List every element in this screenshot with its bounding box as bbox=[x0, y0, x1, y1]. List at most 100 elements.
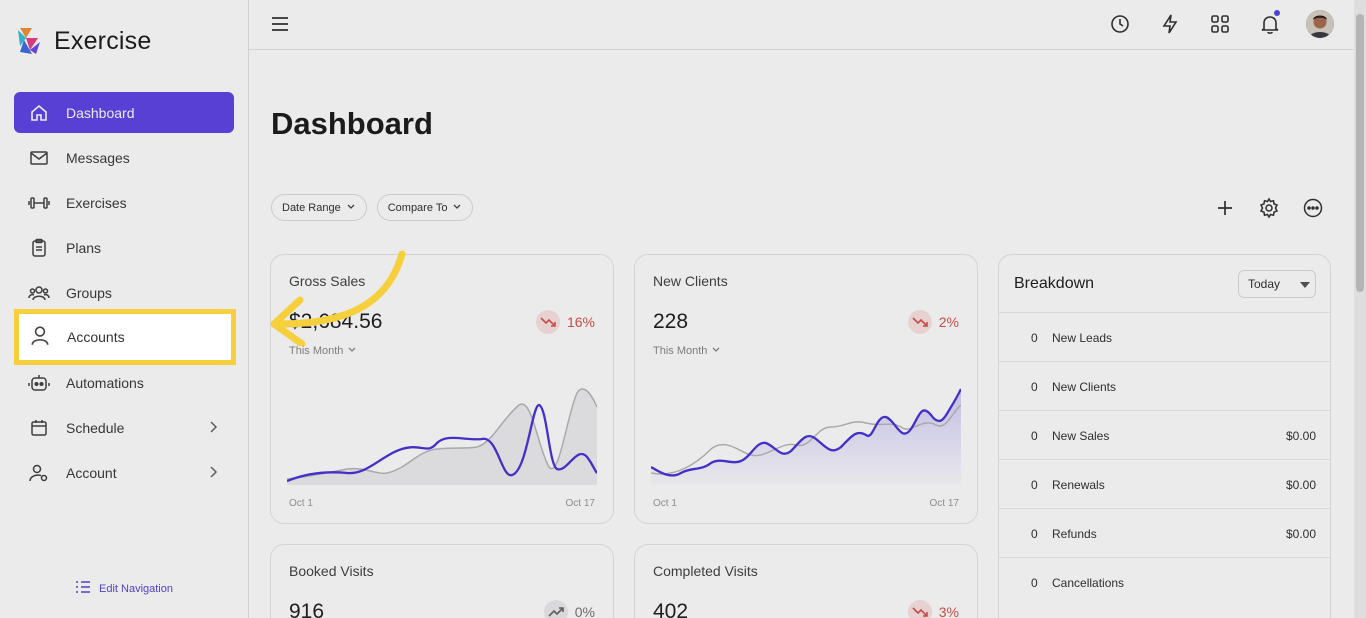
sidebar-item-account[interactable]: Account bbox=[14, 452, 234, 493]
sidebar-item-label: Automations bbox=[66, 374, 144, 391]
sidebar-item-messages[interactable]: Messages bbox=[14, 137, 234, 178]
completed-visits-card[interactable]: Completed Visits 402 3% bbox=[634, 544, 978, 618]
chevron-down-icon bbox=[711, 345, 721, 357]
chevron-down-icon bbox=[452, 202, 462, 214]
row-count: 0 bbox=[1031, 429, 1038, 443]
sidebar-item-groups[interactable]: Groups bbox=[14, 272, 234, 313]
row-label: New Sales bbox=[1052, 429, 1110, 443]
page-title: Dashboard bbox=[271, 106, 433, 141]
period-dropdown[interactable]: This Month bbox=[653, 345, 721, 357]
card-title: Gross Sales bbox=[289, 273, 366, 289]
topbar bbox=[249, 0, 1354, 50]
current-line bbox=[287, 403, 597, 483]
plus-icon[interactable] bbox=[1212, 195, 1238, 221]
breakdown-row[interactable]: 0 Refunds $0.00 bbox=[999, 508, 1330, 557]
more-icon[interactable] bbox=[1300, 195, 1326, 221]
menu-icon[interactable] bbox=[271, 14, 289, 39]
filter-bar: Date Range Compare To bbox=[271, 194, 474, 221]
exercise-logo-icon bbox=[18, 28, 40, 54]
x-axis-start: Oct 1 bbox=[653, 498, 677, 509]
scrollbar-thumb[interactable] bbox=[1356, 14, 1364, 292]
breakdown-period-select[interactable]: Today bbox=[1238, 270, 1316, 298]
new-clients-card[interactable]: New Clients 228 2% This Month Oct 1 Oct … bbox=[634, 254, 978, 524]
card-value: 916 bbox=[289, 600, 325, 618]
avatar[interactable] bbox=[1306, 10, 1334, 38]
row-count: 0 bbox=[1031, 576, 1038, 590]
x-axis-end: Oct 17 bbox=[565, 498, 595, 509]
caret-down-icon bbox=[1300, 277, 1311, 291]
bell-icon[interactable] bbox=[1256, 10, 1284, 38]
clipboard-icon bbox=[28, 237, 50, 259]
change-indicator: 3% bbox=[907, 600, 959, 618]
new-clients-sparkline bbox=[651, 388, 961, 485]
row-amount: $0.00 bbox=[1285, 429, 1316, 443]
card-title: New Clients bbox=[653, 273, 728, 289]
compare-to-dropdown[interactable]: Compare To bbox=[376, 194, 474, 221]
sidebar-item-exercises[interactable]: Exercises bbox=[14, 182, 234, 223]
sidebar-item-label: Exercises bbox=[66, 194, 127, 211]
highlighted-accounts-label: Accounts bbox=[67, 329, 125, 345]
sidebar-item-label: Messages bbox=[66, 149, 130, 166]
highlighted-accounts-item[interactable]: Accounts bbox=[14, 309, 236, 365]
topbar-actions bbox=[1106, 10, 1334, 38]
calendar-icon bbox=[28, 417, 50, 439]
row-label: New Clients bbox=[1052, 380, 1117, 394]
chevron-down-icon bbox=[347, 345, 357, 357]
row-amount: $0.00 bbox=[1285, 478, 1316, 492]
breakdown-row[interactable]: 0 New Leads bbox=[999, 312, 1330, 361]
trend-down-icon bbox=[907, 310, 932, 334]
breakdown-row[interactable]: 0 Cancellations bbox=[999, 557, 1330, 606]
change-value: 2% bbox=[938, 314, 959, 330]
sidebar-item-label: Plans bbox=[66, 239, 102, 256]
row-count: 0 bbox=[1031, 380, 1038, 394]
date-range-dropdown[interactable]: Date Range bbox=[271, 194, 367, 221]
current-line bbox=[651, 388, 961, 477]
grid-icon[interactable] bbox=[1206, 10, 1234, 38]
page-scrollbar[interactable] bbox=[1354, 0, 1366, 618]
row-label: New Leads bbox=[1052, 331, 1113, 345]
sidebar-item-automations[interactable]: Automations bbox=[14, 362, 234, 403]
breakdown-row[interactable]: 0 New Clients bbox=[999, 361, 1330, 410]
card-value: $2,684.56 bbox=[289, 310, 383, 333]
breakdown-row[interactable]: 0 New Sales $0.00 bbox=[999, 410, 1330, 459]
dumbbell-icon bbox=[28, 192, 50, 214]
gross-sales-card[interactable]: Gross Sales $2,684.56 16% This Month Oct… bbox=[270, 254, 614, 524]
sidebar-nav: Dashboard Messages Exercises Plans Group… bbox=[14, 92, 234, 497]
row-count: 0 bbox=[1031, 331, 1038, 345]
user-icon bbox=[29, 325, 51, 350]
sidebar-item-label: Groups bbox=[66, 284, 112, 301]
bolt-icon[interactable] bbox=[1156, 10, 1184, 38]
comparison-area bbox=[287, 388, 597, 485]
home-icon bbox=[28, 102, 50, 124]
x-axis-start: Oct 1 bbox=[289, 498, 313, 509]
row-label: Cancellations bbox=[1052, 576, 1125, 590]
change-value: 0% bbox=[574, 604, 595, 618]
period-label: This Month bbox=[289, 345, 344, 357]
date-range-label: Date Range bbox=[282, 201, 341, 214]
edit-navigation-link[interactable]: Edit Navigation bbox=[75, 580, 173, 597]
robot-icon bbox=[28, 372, 50, 394]
card-title: Completed Visits bbox=[653, 563, 758, 579]
users-icon bbox=[28, 282, 50, 304]
mail-icon bbox=[28, 147, 50, 169]
sidebar-item-dashboard[interactable]: Dashboard bbox=[14, 92, 234, 133]
trend-down-icon bbox=[535, 310, 560, 334]
sidebar-item-schedule[interactable]: Schedule bbox=[14, 407, 234, 448]
change-indicator: 0% bbox=[543, 600, 595, 618]
sidebar-item-label: Dashboard bbox=[66, 104, 135, 121]
card-value: 228 bbox=[653, 310, 689, 333]
booked-visits-card[interactable]: Booked Visits 916 0% bbox=[270, 544, 614, 618]
breakdown-row[interactable]: 0 Renewals $0.00 bbox=[999, 459, 1330, 508]
list-icon bbox=[75, 580, 91, 597]
chevron-right-icon bbox=[208, 420, 218, 437]
brand[interactable]: Exercise bbox=[16, 26, 151, 56]
gear-icon[interactable] bbox=[1256, 195, 1282, 221]
comparison-line bbox=[651, 404, 961, 475]
sidebar-item-plans[interactable]: Plans bbox=[14, 227, 234, 268]
period-dropdown[interactable]: This Month bbox=[289, 345, 357, 357]
period-label: This Month bbox=[653, 345, 708, 357]
trend-up-icon bbox=[543, 600, 568, 618]
comparison-line bbox=[287, 388, 597, 480]
history-icon[interactable] bbox=[1106, 10, 1134, 38]
card-value: 402 bbox=[653, 600, 689, 618]
